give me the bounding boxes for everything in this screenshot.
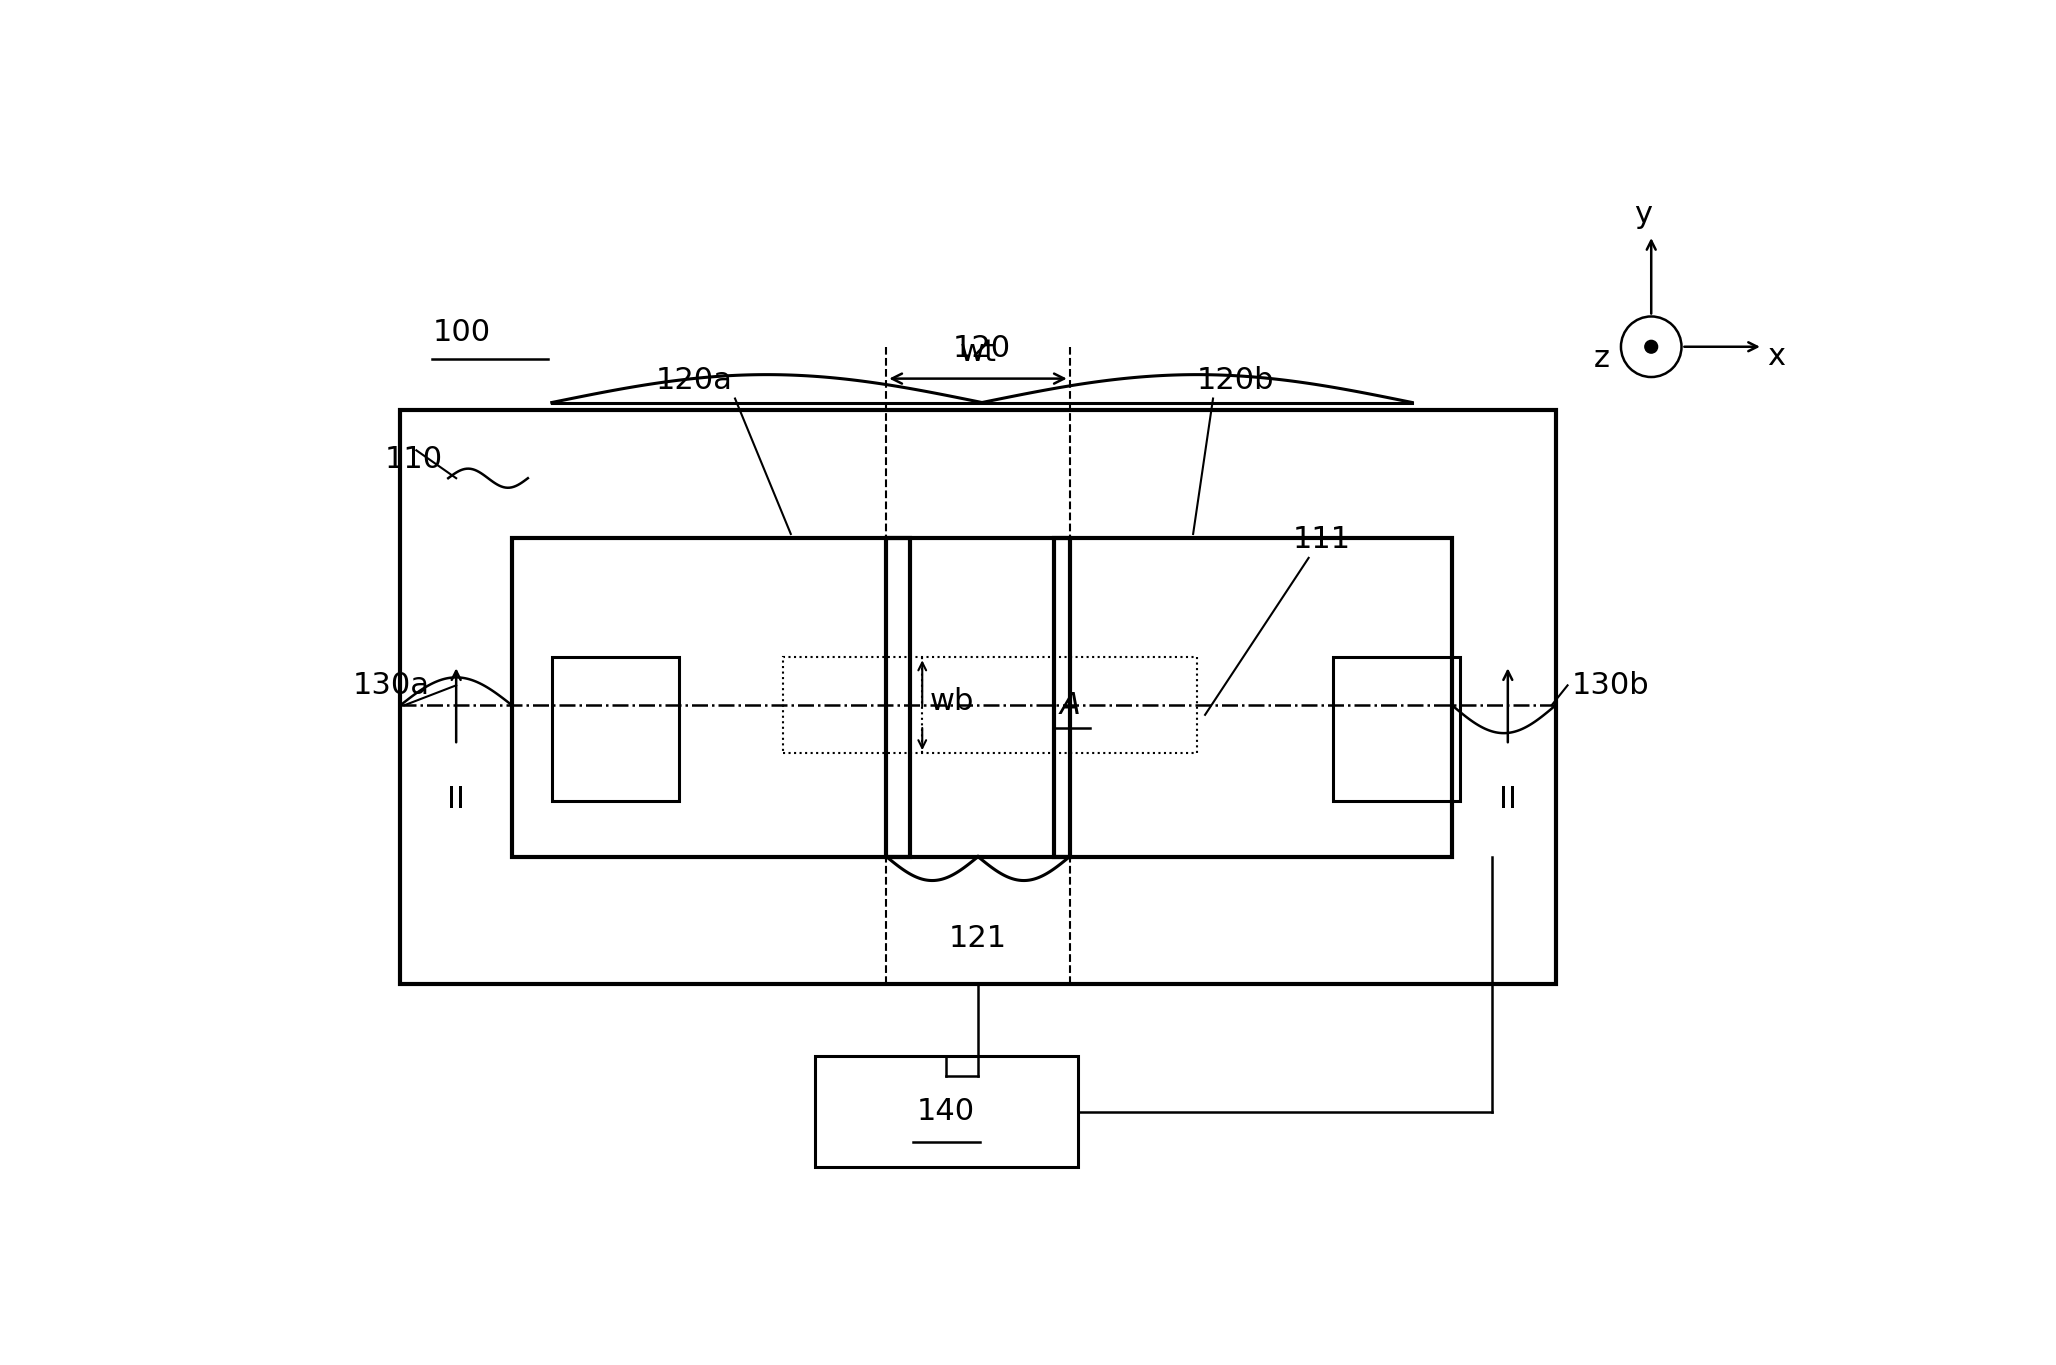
Text: 100: 100	[432, 318, 491, 347]
Bar	[1055, 538, 1452, 857]
Bar	[551, 658, 678, 801]
Bar	[1332, 658, 1460, 801]
Text: z: z	[1593, 344, 1610, 373]
Text: wb: wb	[929, 687, 975, 715]
Text: A: A	[1059, 691, 1079, 719]
Text: II: II	[446, 785, 465, 814]
Bar	[401, 411, 1556, 984]
Bar	[783, 658, 1197, 753]
Text: 121: 121	[950, 924, 1007, 953]
Text: 130b: 130b	[1571, 670, 1649, 700]
Text: y: y	[1635, 201, 1653, 229]
Text: 140: 140	[917, 1097, 975, 1126]
Text: 130a: 130a	[354, 670, 430, 700]
Text: wt: wt	[960, 337, 997, 367]
Text: 111: 111	[1293, 526, 1351, 554]
Text: 120: 120	[952, 333, 1012, 363]
Bar	[512, 538, 911, 857]
Text: 110: 110	[384, 445, 442, 474]
Text: 120b: 120b	[1197, 366, 1275, 394]
Bar	[814, 1055, 1077, 1167]
Bar	[886, 538, 1069, 857]
Text: x: x	[1766, 341, 1785, 371]
Text: II: II	[1499, 785, 1517, 814]
Circle shape	[1645, 340, 1657, 354]
Text: 120a: 120a	[656, 366, 732, 394]
